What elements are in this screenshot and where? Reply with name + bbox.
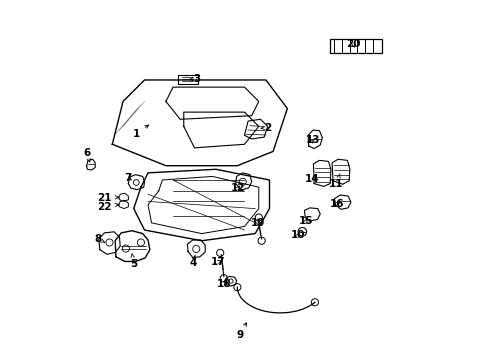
Text: 9: 9	[236, 323, 246, 341]
Text: 17: 17	[210, 257, 224, 267]
Text: 12: 12	[230, 183, 245, 193]
Bar	[329, 39, 381, 53]
Text: 11: 11	[328, 174, 343, 189]
Text: 19: 19	[250, 218, 264, 228]
Text: 14: 14	[305, 174, 319, 184]
Text: 1: 1	[133, 125, 148, 139]
Text: 4: 4	[189, 255, 196, 268]
Text: 16: 16	[329, 199, 343, 209]
Text: 20: 20	[346, 39, 360, 49]
Text: 21: 21	[97, 193, 118, 203]
Text: 10: 10	[290, 230, 305, 240]
Text: 5: 5	[130, 253, 137, 269]
Text: 15: 15	[298, 216, 312, 226]
Text: 7: 7	[124, 173, 132, 183]
Text: 22: 22	[97, 202, 118, 212]
Text: 2: 2	[261, 123, 271, 133]
Text: 6: 6	[83, 148, 90, 162]
Text: 3: 3	[190, 74, 201, 84]
Bar	[178, 75, 198, 84]
Text: 18: 18	[216, 279, 230, 289]
Text: 8: 8	[94, 234, 104, 244]
Text: 13: 13	[305, 135, 320, 145]
